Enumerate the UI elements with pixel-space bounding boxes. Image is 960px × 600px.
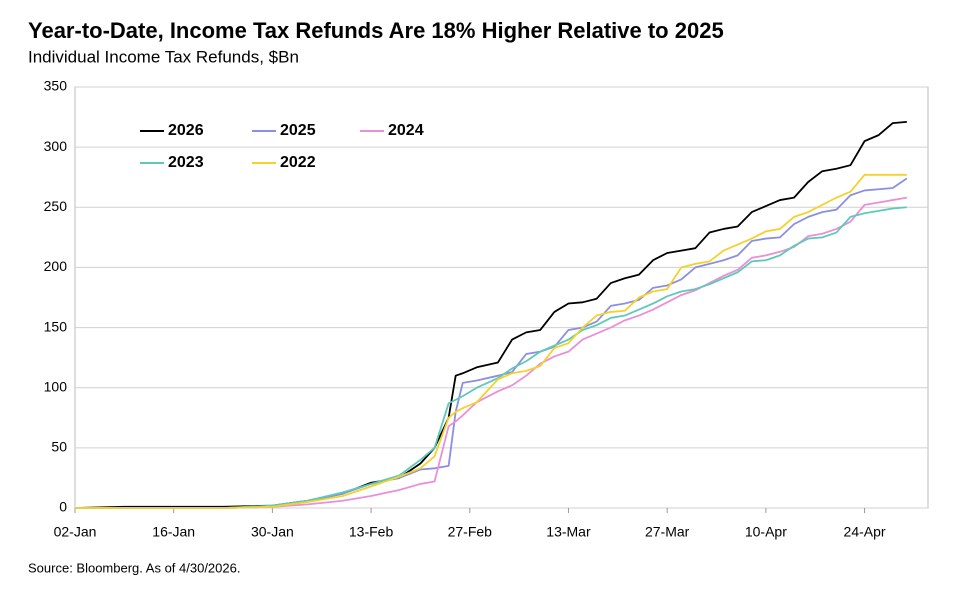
legend-label: 2022: [280, 154, 316, 171]
source-note: Source: Bloomberg. As of 4/30/2026.: [28, 560, 240, 575]
x-tick-label: 02-Jan: [54, 524, 97, 540]
x-tick-label: 16-Jan: [152, 524, 195, 540]
y-tick-label: 350: [44, 78, 68, 94]
x-tick-label: 13-Feb: [349, 524, 394, 540]
y-tick-label: 250: [44, 198, 68, 214]
x-tick-label: 10-Apr: [745, 524, 787, 540]
data-line: [74, 120, 907, 509]
y-tick-label: 50: [51, 439, 67, 455]
y-tick-label: 300: [44, 138, 68, 154]
x-tick-label: 30-Jan: [251, 524, 294, 540]
y-tick-label: 200: [44, 258, 68, 274]
legend-label: 2026: [168, 122, 204, 139]
y-tick-label: 100: [44, 378, 68, 394]
y-tick-label: 150: [44, 318, 68, 334]
legend-label: 2023: [168, 154, 204, 171]
x-tick-label: 24-Apr: [844, 524, 886, 540]
x-tick-label: 13-Mar: [546, 524, 591, 540]
chart-title: Year-to-Date, Income Tax Refunds Are 18%…: [28, 18, 724, 43]
legend-label: 2025: [280, 122, 316, 139]
x-tick-label: 27-Feb: [448, 524, 493, 540]
data-line: [75, 196, 908, 509]
chart-subtitle: Individual Income Tax Refunds, $Bn: [28, 47, 299, 66]
y-tick-label: 0: [59, 499, 67, 515]
legend-label: 2024: [388, 122, 424, 139]
data-line: [75, 173, 907, 509]
x-tick-label: 27-Mar: [645, 524, 690, 540]
plot-frame: [74, 86, 929, 509]
data-line: [75, 206, 907, 509]
